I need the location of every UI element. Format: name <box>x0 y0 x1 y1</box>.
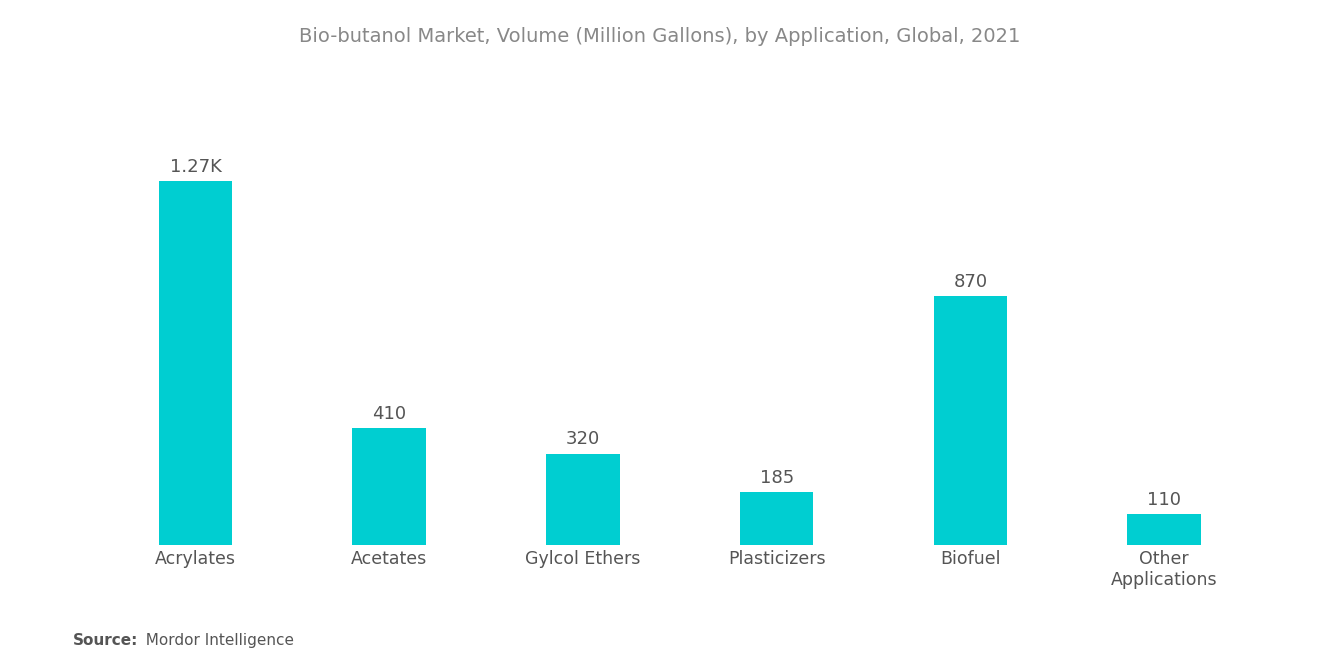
Text: 870: 870 <box>953 273 987 291</box>
Bar <box>1127 514 1201 545</box>
Text: 1.27K: 1.27K <box>169 158 222 176</box>
Text: Bio-butanol Market, Volume (Million Gallons), by Application, Global, 2021: Bio-butanol Market, Volume (Million Gall… <box>300 27 1020 46</box>
Text: 110: 110 <box>1147 491 1181 509</box>
Bar <box>352 428 426 545</box>
Text: Source:: Source: <box>73 633 139 648</box>
Bar <box>158 181 232 545</box>
Bar <box>546 454 620 545</box>
Bar <box>741 492 813 545</box>
Text: 320: 320 <box>566 430 601 448</box>
Text: 410: 410 <box>372 404 407 422</box>
Bar <box>933 296 1007 545</box>
Text: 185: 185 <box>759 469 793 487</box>
Text: Mordor Intelligence: Mordor Intelligence <box>136 633 294 648</box>
